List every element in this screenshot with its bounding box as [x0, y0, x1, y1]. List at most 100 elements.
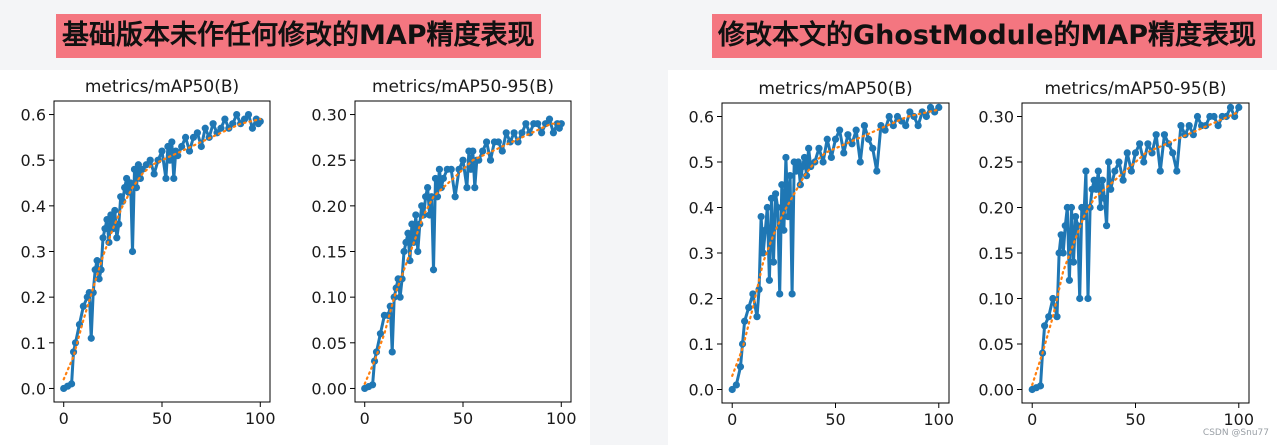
- y-tick-label: 0.25: [978, 153, 1014, 172]
- data-point: [244, 110, 253, 119]
- data-point: [545, 115, 554, 123]
- chart-1: metrics/mAP50(B) 0.0 0.1 0.2 0.3 0.4 0.5 0.6 0 50…: [21, 77, 276, 428]
- data-point: [467, 165, 475, 173]
- data-point: [1082, 167, 1090, 175]
- data-point: [128, 247, 137, 256]
- data-point: [1111, 167, 1119, 175]
- data-point: [1045, 313, 1053, 321]
- data-point: [840, 149, 848, 157]
- data-point: [91, 266, 99, 274]
- x-tick-label: 50: [152, 409, 172, 428]
- series-line-results: [364, 117, 563, 390]
- data-point: [396, 293, 404, 301]
- data-point: [776, 290, 784, 298]
- data-point: [469, 147, 477, 155]
- data-point: [767, 194, 776, 202]
- data-point: [757, 213, 765, 221]
- data-point: [1210, 112, 1218, 121]
- data-point: [1214, 122, 1222, 130]
- x-tick-label: 0: [727, 410, 737, 429]
- y-tick-label: 0.4: [689, 199, 714, 218]
- data-point: [447, 165, 455, 173]
- y-tick-label: 0.3: [689, 244, 714, 263]
- y-tick-label: 0.05: [311, 334, 347, 353]
- data-point: [1092, 185, 1100, 193]
- data-point: [414, 247, 422, 256]
- y-tick-label: 0.5: [689, 153, 714, 172]
- data-point: [864, 135, 873, 143]
- data-point: [158, 147, 166, 155]
- data-point: [1069, 258, 1078, 266]
- y-tick-label: 0.05: [978, 335, 1014, 354]
- data-point: [823, 135, 831, 143]
- data-point: [1127, 167, 1135, 175]
- data-point: [788, 290, 796, 298]
- data-point: [922, 112, 930, 121]
- data-point: [1094, 167, 1102, 175]
- data-point: [902, 122, 910, 130]
- data-point: [1098, 176, 1107, 184]
- y-tick-label: 0.6: [21, 106, 46, 125]
- data-point: [732, 381, 740, 389]
- data-point: [844, 131, 852, 139]
- data-point: [522, 120, 530, 128]
- data-point: [1131, 149, 1140, 157]
- x-tick-label: 100: [924, 410, 955, 429]
- data-point: [388, 348, 396, 356]
- data-point: [1231, 112, 1239, 121]
- data-point: [463, 183, 471, 192]
- data-point: [926, 103, 935, 111]
- series-line-results: [62, 113, 262, 390]
- data-point: [538, 129, 546, 137]
- data-point: [753, 313, 761, 321]
- data-point: [99, 234, 107, 242]
- data-point: [1144, 140, 1152, 148]
- data-point: [1102, 222, 1111, 230]
- data-point: [93, 257, 101, 265]
- data-point: [451, 193, 459, 201]
- x-tick-label: 100: [245, 409, 276, 428]
- data-point: [233, 110, 241, 119]
- data-point: [1119, 176, 1127, 184]
- data-point: [181, 133, 190, 141]
- data-point: [170, 174, 178, 183]
- data-point: [482, 138, 491, 146]
- data-point: [906, 108, 914, 116]
- x-tick-label: 0: [1027, 410, 1037, 429]
- data-point: [798, 162, 807, 171]
- data-point: [856, 158, 864, 166]
- data-point: [439, 174, 447, 183]
- data-point: [459, 156, 467, 164]
- x-tick-label: 0: [59, 409, 69, 428]
- y-tick-label: 0.1: [21, 334, 46, 353]
- data-point: [805, 144, 813, 152]
- data-point: [836, 126, 844, 134]
- data-point: [185, 147, 194, 155]
- data-point: [429, 266, 438, 274]
- y-tick-label: 0.00: [978, 381, 1014, 400]
- data-point: [1140, 158, 1148, 166]
- chart-title: metrics/mAP50(B): [85, 77, 239, 97]
- data-point: [745, 304, 753, 312]
- axes-frame: [721, 102, 950, 404]
- data-point: [778, 181, 786, 189]
- data-point: [761, 226, 769, 234]
- data-point: [759, 249, 767, 257]
- data-point: [1059, 249, 1067, 257]
- data-point: [769, 258, 778, 266]
- data-point: [889, 122, 897, 130]
- data-point: [728, 385, 736, 394]
- data-point: [815, 144, 823, 152]
- data-point: [1076, 294, 1084, 303]
- data-point: [376, 330, 385, 338]
- data-point: [1036, 382, 1045, 390]
- data-point: [124, 188, 133, 196]
- x-tick-label: 100: [1224, 410, 1255, 429]
- data-point: [1096, 203, 1104, 212]
- data-point: [221, 115, 229, 123]
- data-point: [408, 220, 416, 228]
- data-point: [736, 363, 745, 371]
- chart-title: metrics/mAP50(B): [758, 79, 912, 99]
- data-point: [1041, 322, 1049, 330]
